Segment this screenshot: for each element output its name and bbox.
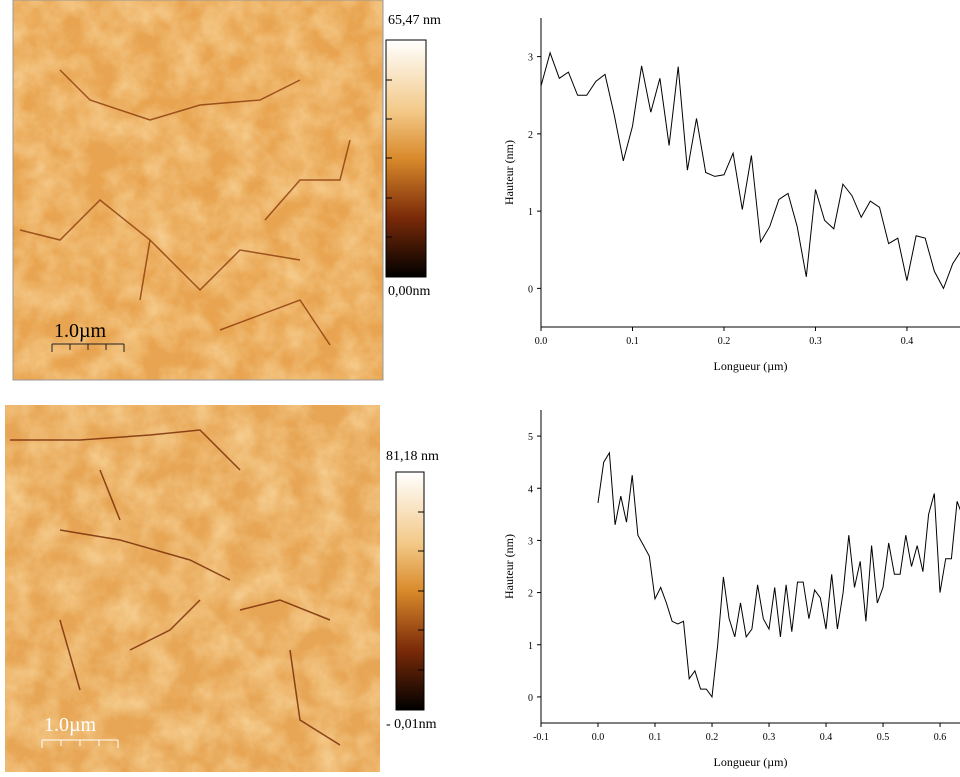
y-tick-label: 2 — [528, 589, 533, 600]
y-tick-label: 4 — [528, 484, 533, 495]
x-axis-label: Longueur (µm) — [714, 755, 788, 769]
data-line — [597, 451, 960, 699]
y-tick-label: 2 — [528, 130, 533, 141]
data-line — [541, 51, 960, 290]
colorbar: 81,18 nm - 0,01nm — [386, 449, 439, 732]
x-tick-label: 0.3 — [809, 336, 822, 347]
x-tick-label: -0.1 — [533, 732, 549, 743]
colorbar-max: 81,18 nm — [386, 449, 439, 464]
y-tick-label: 3 — [528, 53, 533, 64]
y-tick-label: 1 — [528, 641, 533, 652]
colorbar-max: 65,47 nm — [388, 13, 441, 28]
afm-image: 1.0µm — [12, 0, 384, 381]
y-tick-label: 5 — [528, 432, 533, 443]
x-tick-label: 0.2 — [706, 732, 719, 743]
afm-image: 1.0µm — [5, 405, 380, 772]
scale-bar-label: 1.0µm — [44, 714, 97, 736]
x-axis-label: Longueur (µm) — [714, 359, 788, 373]
x-tick-label: 0.4 — [820, 732, 833, 743]
x-tick-label: 0.4 — [901, 336, 914, 347]
x-tick-label: 0.1 — [649, 732, 662, 743]
line-chart: 0 1 2 3 0.0 0.1 0.2 0.3 0.4 Longueur (µm) Hauteur … — [502, 18, 960, 373]
x-tick-label: 0.5 — [877, 732, 890, 743]
y-tick-label: 3 — [528, 536, 533, 547]
y-axis-label: Hauteur (nm) — [502, 534, 516, 599]
x-tick-label: 0.3 — [763, 732, 776, 743]
x-tick-label: 0.0 — [592, 732, 605, 743]
colorbar: 65,47 nm 0,00nm — [385, 13, 441, 299]
y-tick-label: 0 — [528, 284, 533, 295]
colorbar-min: 0,00nm — [388, 284, 431, 299]
y-tick-label: 0 — [528, 693, 533, 704]
y-tick-label: 1 — [528, 207, 533, 218]
line-chart: 0 1 2 3 4 5 -0.1 0.0 0.1 0.2 0.3 0.4 0.5 0.6 Longueur … — [502, 410, 960, 769]
scale-bar-label: 1.0µm — [54, 320, 107, 342]
colorbar-min: - 0,01nm — [386, 717, 437, 732]
x-tick-label: 0.1 — [626, 336, 639, 347]
x-tick-label: 0.0 — [535, 336, 548, 347]
x-tick-label: 0.6 — [934, 732, 947, 743]
x-tick-label: 0.2 — [718, 336, 731, 347]
y-axis-label: Hauteur (nm) — [502, 140, 516, 205]
